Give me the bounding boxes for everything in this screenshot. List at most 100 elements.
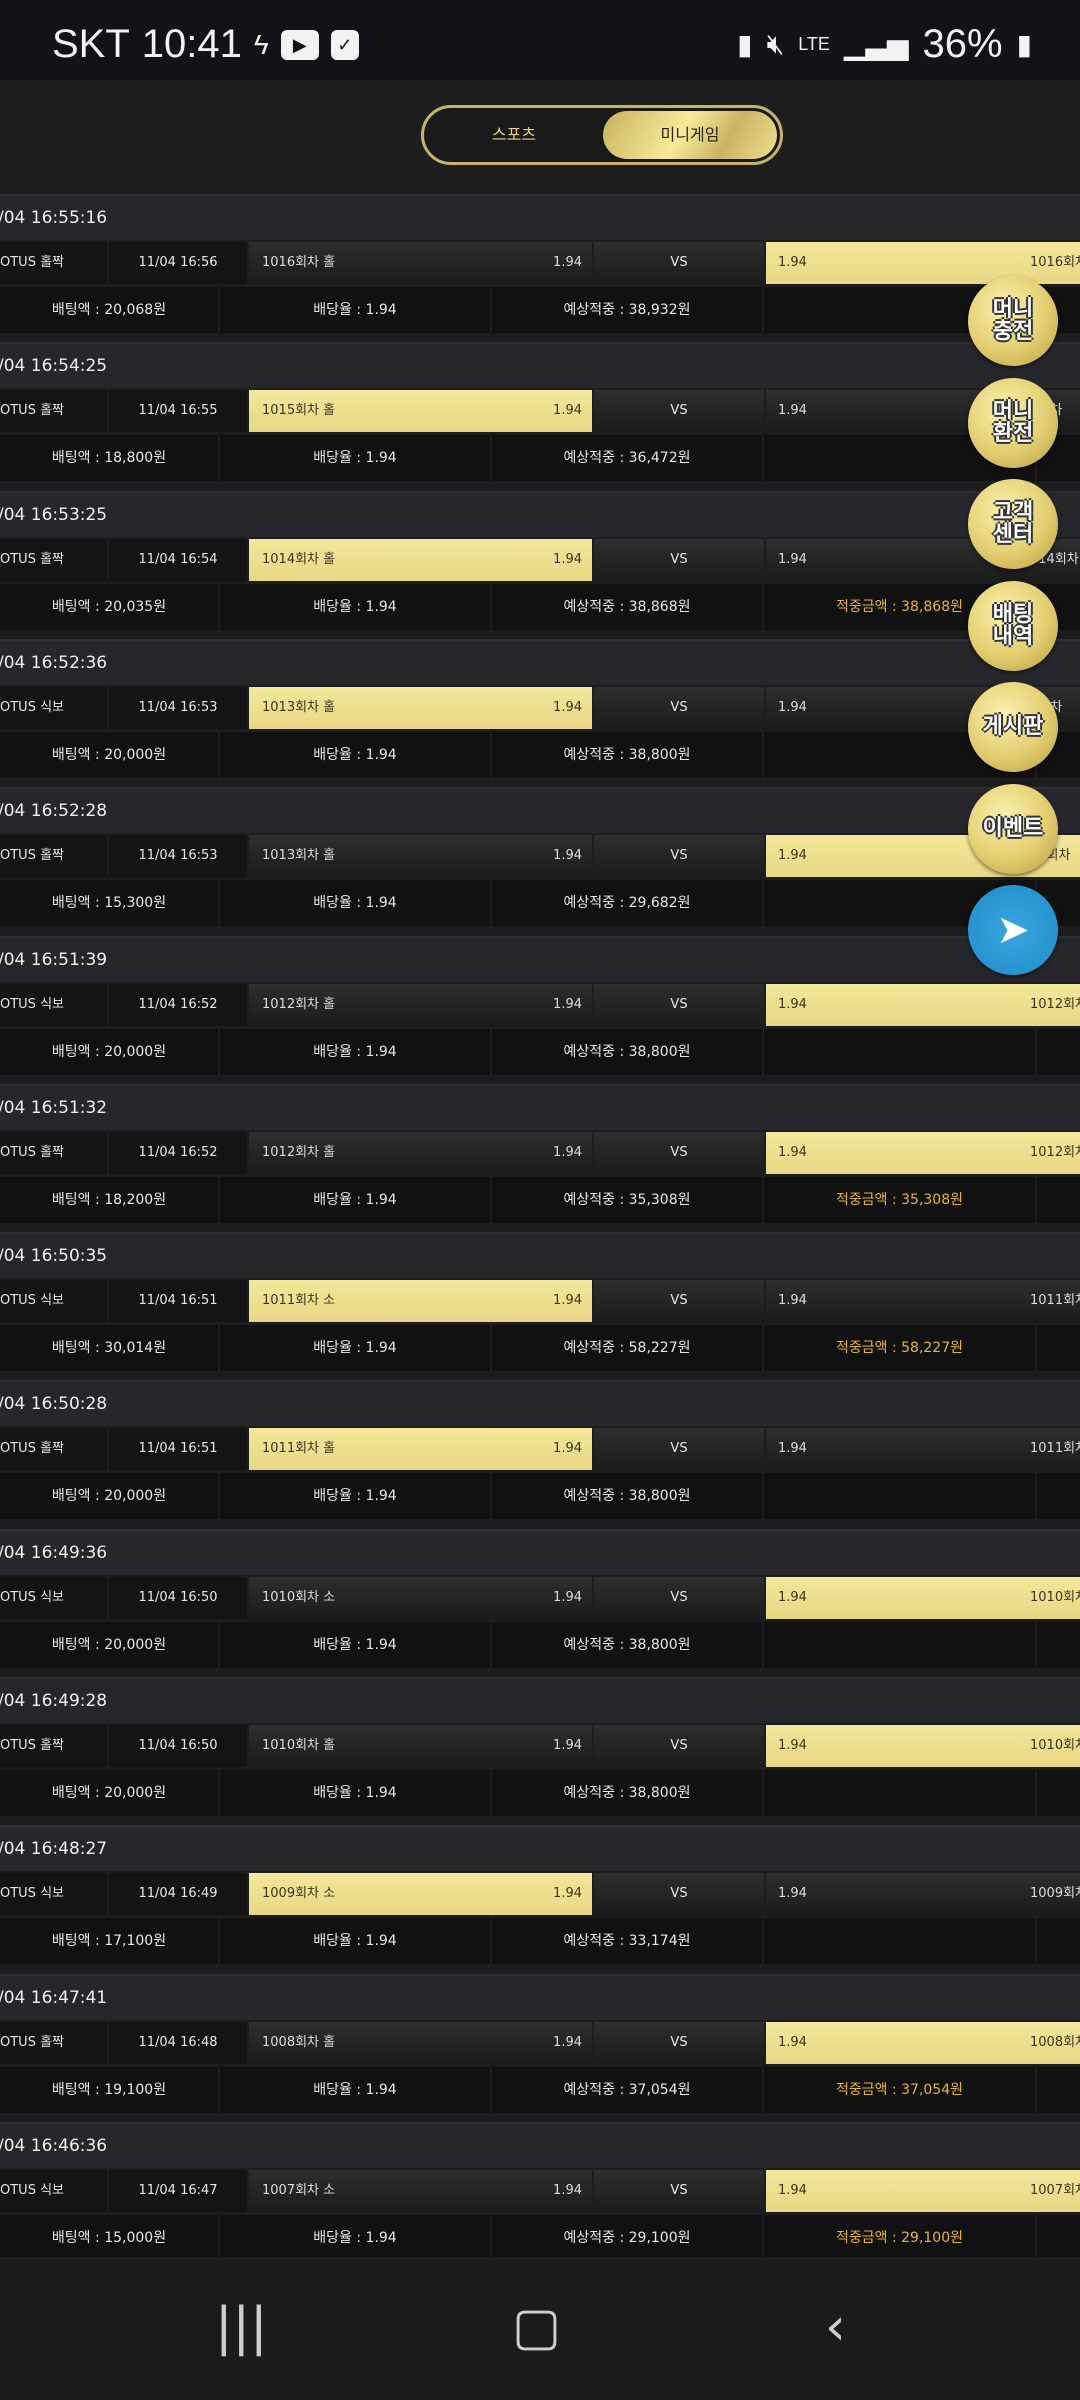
pick-left-label: 1012회차 홀 <box>262 1144 336 1160</box>
bet-amount-label: 배팅액 : <box>51 1043 105 1060</box>
pick-right: 1.94 1016회차 <box>766 242 1080 284</box>
vs-label: VS <box>594 983 764 1026</box>
bet-history-button[interactable]: 배팅 내역 <box>968 580 1058 671</box>
bet-info-row: 배팅액 : 20,000원 배당율 : 1.94 예상적중 : 38,800원 <box>0 731 1080 778</box>
bet-time-header: /04 16:53:25 <box>0 490 1080 537</box>
pick-left-odds: 1.94 <box>553 1144 582 1160</box>
bet-entry: /04 16:54:25 OTUS 홀짝 11/04 16:55 1015회차 … <box>0 342 1080 490</box>
board-button[interactable]: 게시판 <box>968 682 1058 772</box>
money-withdraw-button[interactable]: 머니 환전 <box>968 377 1058 468</box>
bet-pick-row: OTUS 홀짝 11/04 16:51 1011회차 홀 1.94 VS 1.94… <box>0 1428 1080 1471</box>
home-icon[interactable]: ▢ <box>512 2297 562 2357</box>
info-extra-cell <box>1037 2214 1080 2261</box>
bet-rate-label: 배당율 : <box>313 598 366 615</box>
round-date: 11/04 16:49 <box>109 1873 247 1916</box>
expected-value: 38,800 <box>628 1636 678 1653</box>
pick-left-odds: 1.94 <box>553 1738 582 1753</box>
expected-win: 예상적중 : 38,800원 <box>492 1621 762 1668</box>
pick-right-odds: 1.94 <box>778 403 807 419</box>
pick-left-odds: 1.94 <box>553 1589 582 1605</box>
win-value: 35,308 <box>901 1191 951 1208</box>
game-name: OTUS 식보 <box>0 1873 107 1916</box>
pick-right: 1.94 1012회차 <box>766 1131 1080 1174</box>
bet-rate: 배당율 : 1.94 <box>220 2214 490 2261</box>
pick-left-odds: 1.94 <box>553 255 582 270</box>
won-unit: 원 <box>677 450 691 467</box>
tab-minigame[interactable]: 미니게임 <box>603 111 777 159</box>
tab-sports[interactable]: 스포츠 <box>491 125 537 144</box>
bet-rate: 배당율 : 1.94 <box>220 435 490 482</box>
bet-time-header: /04 16:48:27 <box>0 1825 1080 1872</box>
pick-left-label: 1007회차 소 <box>262 2182 336 2198</box>
pick-right-label: 1011회차 <box>1030 1441 1080 1457</box>
event-button[interactable]: 이벤트 <box>968 783 1058 874</box>
customer-center-button[interactable]: 고객 센터 <box>968 479 1058 569</box>
pick-left: 1010회차 홀 1.94 <box>249 1725 592 1767</box>
vs-label: VS <box>594 242 764 284</box>
bet-time-header: /04 16:52:28 <box>0 787 1080 834</box>
bet-amount-label: 배팅액 : <box>51 2229 105 2246</box>
pick-left: 1013회차 홀 1.94 <box>249 686 592 729</box>
round-date: 11/04 16:50 <box>109 1576 247 1619</box>
bet-amount: 배팅액 : 17,100원 <box>0 1918 218 1965</box>
bet-info-row: 배팅액 : 20,000원 배당율 : 1.94 예상적중 : 38,800원 <box>0 1028 1080 1075</box>
pick-right-odds: 1.94 <box>778 2182 807 2198</box>
expected-value: 29,100 <box>628 2229 678 2246</box>
game-name: OTUS 식보 <box>0 983 107 1026</box>
bet-rate: 배당율 : 1.94 <box>220 1770 490 1816</box>
bet-amount: 배팅액 : 30,014원 <box>0 1325 218 1372</box>
expected-win: 예상적중 : 38,932원 <box>492 287 762 333</box>
expected-value: 35,308 <box>628 1191 678 1208</box>
expected-label: 예상적중 : <box>563 598 629 615</box>
bet-pick-row: OTUS 홀짝 11/04 16:54 1014회차 홀 1.94 VS 1.94… <box>0 538 1080 581</box>
vs-label: VS <box>594 538 764 581</box>
checkbox-notification-icon: ✓ <box>330 29 359 60</box>
pick-left: 1011회차 소 1.94 <box>249 1280 592 1323</box>
round-date: 11/04 16:50 <box>109 1725 247 1767</box>
bet-time-header: /04 16:55:16 <box>0 194 1080 240</box>
expected-win: 예상적중 : 35,308원 <box>492 1176 762 1223</box>
expected-value: 38,800 <box>628 1488 678 1505</box>
pick-right-odds: 1.94 <box>778 1886 807 1902</box>
telegram-button[interactable]: ➤ <box>968 885 1058 975</box>
pick-right: 1.94 1010회차 <box>766 1576 1080 1619</box>
win-value: 37,054 <box>901 2081 951 2098</box>
bet-rate-value: 1.94 <box>365 302 397 318</box>
recent-apps-icon[interactable]: ||| <box>215 2297 268 2357</box>
vs-label: VS <box>594 2169 764 2212</box>
game-name: OTUS 홀짝 <box>0 242 107 284</box>
won-unit: 원 <box>153 2081 167 2098</box>
bet-amount-value: 20,035 <box>104 598 154 615</box>
round-date: 11/04 16:53 <box>109 686 247 729</box>
money-deposit-button[interactable]: 머니 충전 <box>968 276 1058 366</box>
won-unit: 원 <box>153 1340 167 1357</box>
win-amount <box>764 1918 1035 1965</box>
pick-left-label: 1013회차 홀 <box>262 848 336 864</box>
vs-label: VS <box>594 1725 764 1767</box>
expected-win: 예상적중 : 38,800원 <box>492 1770 762 1816</box>
bet-rate-label: 배당율 : <box>313 1933 366 1950</box>
info-extra-cell <box>1037 1325 1080 1372</box>
back-icon[interactable]: ‹ <box>825 2297 846 2357</box>
bet-rate: 배당율 : 1.94 <box>220 1918 490 1965</box>
round-date: 11/04 16:53 <box>109 835 247 878</box>
bet-time: /04 16:47:41 <box>0 1987 108 2008</box>
vs-label: VS <box>594 1428 764 1471</box>
bet-info-row: 배팅액 : 18,200원 배당율 : 1.94 예상적중 : 35,308원 … <box>0 1176 1080 1223</box>
vs-label: VS <box>594 1280 764 1323</box>
bet-amount-value: 20,068 <box>104 302 154 318</box>
bet-info-row: 배팅액 : 20,035원 배당율 : 1.94 예상적중 : 38,868원 … <box>0 583 1080 630</box>
won-unit: 원 <box>677 1340 691 1357</box>
bet-amount-value: 20,000 <box>104 1488 154 1505</box>
pick-right-label: 1007회차 <box>1030 2182 1080 2198</box>
pick-left: 1007회차 소 1.94 <box>249 2169 592 2212</box>
bet-pick-row: OTUS 홀짝 11/04 16:50 1010회차 홀 1.94 VS 1.94… <box>0 1725 1080 1767</box>
bet-amount-value: 30,014 <box>104 1340 154 1357</box>
won-unit: 원 <box>677 1636 691 1653</box>
pick-left-odds: 1.94 <box>553 699 582 715</box>
bet-rate: 배당율 : 1.94 <box>220 1176 490 1223</box>
bet-rate-value: 1.94 <box>365 450 397 467</box>
win-amount <box>764 1770 1035 1816</box>
pick-left-label: 1011회차 소 <box>262 1293 336 1309</box>
pick-left: 1010회차 소 1.94 <box>249 1576 592 1619</box>
